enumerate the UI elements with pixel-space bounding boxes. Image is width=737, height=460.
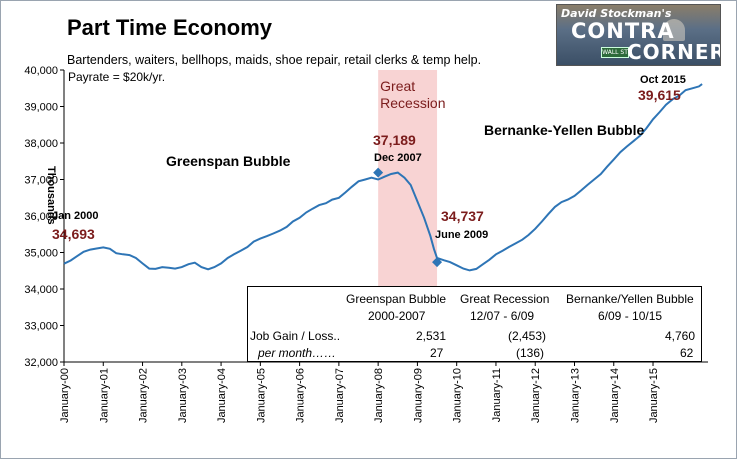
y-tick-label: 33,000 <box>24 321 58 333</box>
bernanke-yellen-bubble-label: Bernanke-Yellen Bubble <box>484 122 644 138</box>
x-tick-label: January-06 <box>295 368 307 423</box>
table-row-label: per month…… <box>258 346 337 360</box>
annotation-dec2007-date: Dec 2007 <box>374 152 422 164</box>
table-row-label: Job Gain / Loss.. <box>250 329 341 343</box>
annotation-jun2009-value: 34,737 <box>441 208 484 224</box>
logo-line2: CONTRA <box>571 19 675 43</box>
x-tick-label: January-07 <box>334 368 346 423</box>
chart-title: Part Time Economy <box>67 15 272 40</box>
x-tick-label: January-11 <box>491 368 503 422</box>
stats-table: Greenspan Bubble 2000-2007 Great Recessi… <box>247 286 702 362</box>
recession-label-line1: Great <box>380 78 415 94</box>
x-tick-label: January-08 <box>373 368 385 423</box>
y-tick-label: 34,000 <box>24 284 58 296</box>
x-tick-label: January-00 <box>59 368 71 423</box>
logo-line1: David Stockman's <box>561 7 672 20</box>
y-tick-label: 38,000 <box>24 138 58 150</box>
y-tick-label: 40,000 <box>24 65 58 77</box>
table-header-1-line1: Greenspan Bubble <box>346 292 447 306</box>
wall-street-sign-icon: WALL ST <box>601 47 629 58</box>
x-tick-label: January-05 <box>255 368 267 423</box>
annotation-dec2007-value: 37,189 <box>373 132 416 148</box>
x-tick-label: January-01 <box>98 368 110 423</box>
y-tick-label: 37,000 <box>24 175 58 187</box>
x-tick-label: January-04 <box>216 368 228 423</box>
table-cell: 62 <box>680 346 694 360</box>
x-tick-label: January-09 <box>412 368 424 423</box>
contra-corner-logo: David Stockman's CONTRA WALL ST CORNER <box>556 4 721 66</box>
data-point-marker <box>373 167 384 178</box>
x-tick-label: January-15 <box>648 368 660 423</box>
annotation-jan2000-value: 34,693 <box>52 226 95 242</box>
annotation-oct2015-date: Oct 2015 <box>640 74 686 86</box>
payrate-label: Payrate = $20k/yr. <box>68 70 165 84</box>
greenspan-bubble-label: Greenspan Bubble <box>166 153 291 169</box>
series-line <box>63 83 703 272</box>
y-axis-label: Thousands <box>45 166 57 225</box>
x-tick-label: January-12 <box>530 368 542 423</box>
table-header-2-line2: 12/07 - 6/09 <box>470 309 535 323</box>
x-tick-label: January-13 <box>569 368 581 423</box>
y-tick-label: 32,000 <box>24 357 58 369</box>
chart-subtitle: Bartenders, waiters, bellhops, maids, sh… <box>67 53 482 67</box>
table-header-3-line1: Bernanke/Yellen Bubble <box>566 292 694 306</box>
table-header-1-line2: 2000-2007 <box>368 309 426 323</box>
table-cell: (136) <box>516 346 545 360</box>
table-cell: (2,453) <box>508 329 547 343</box>
y-tick-label: 36,000 <box>24 211 58 223</box>
data-point-marker <box>432 257 443 268</box>
x-tick-label: January-03 <box>177 368 189 423</box>
annotation-jun2009-date: June 2009 <box>435 229 488 241</box>
table-header-3-line2: 6/09 - 10/15 <box>598 309 663 323</box>
x-tick-label: January-14 <box>609 368 621 423</box>
y-tick-label: 39,000 <box>24 102 58 114</box>
table-header-2-line1: Great Recession <box>460 292 550 306</box>
table-cell: 27 <box>430 346 444 360</box>
y-tick-label: 35,000 <box>24 248 58 260</box>
annotation-jan2000-date: Jan 2000 <box>52 210 98 222</box>
logo-line3: CORNER <box>627 40 721 64</box>
recession-label-line2: Recession <box>380 95 445 111</box>
x-tick-label: January-02 <box>138 368 150 423</box>
table-cell: 4,760 <box>665 329 696 343</box>
table-cell: 2,531 <box>416 329 447 343</box>
capitol-dome-icon <box>663 19 685 41</box>
annotation-oct2015-value: 39,615 <box>638 87 681 103</box>
x-tick-label: January-10 <box>452 368 464 423</box>
